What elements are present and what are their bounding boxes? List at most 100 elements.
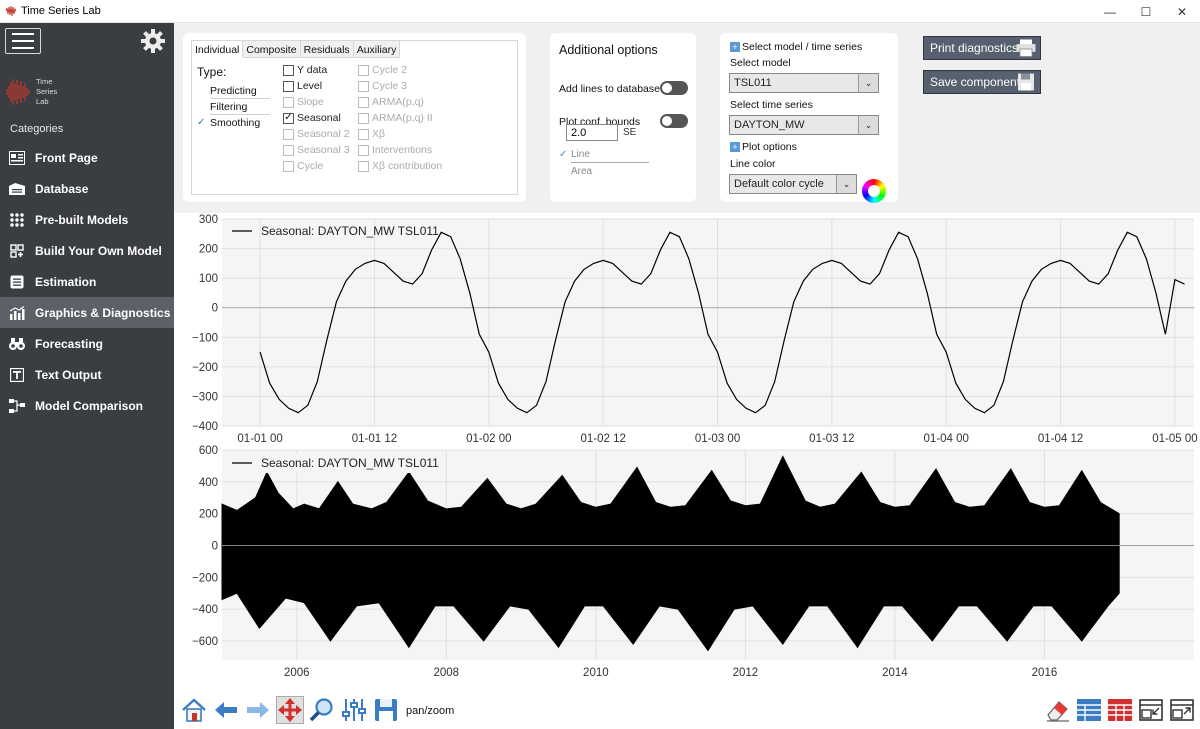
type-option-predicting[interactable]: Predicting: [210, 83, 270, 99]
checkbox-checked-icon: ✓: [283, 112, 294, 124]
y-tick-label: −300: [192, 391, 218, 403]
sidebar-item-database[interactable]: Database: [0, 173, 174, 204]
save-components-button[interactable]: Save components: [923, 70, 1041, 94]
checkbox-cycle-3[interactable]: Cycle 3: [358, 79, 407, 93]
y-tick-label: 0: [212, 540, 218, 552]
tab-auxiliary[interactable]: Auxiliary: [353, 40, 401, 58]
checkbox-seasonal-2[interactable]: Seasonal 2: [283, 127, 350, 141]
toolbar-mode-label: pan/zoom: [406, 705, 455, 717]
style-option-line[interactable]: ✓ Line: [559, 147, 649, 163]
plot-options-header[interactable]: + Plot options: [730, 141, 797, 153]
print-diagnostics-label: Print diagnostics: [930, 41, 1019, 55]
configure-subplots-button[interactable]: [340, 696, 368, 724]
sidebar-item-label: Model Comparison: [35, 398, 144, 413]
checkbox-box: [358, 128, 369, 140]
series-select[interactable]: DAYTON_MW ⌄: [729, 115, 879, 135]
add-lines-toggle[interactable]: [660, 81, 688, 95]
series-select-value: DAYTON_MW: [734, 119, 805, 131]
conf-bounds-input[interactable]: [566, 124, 618, 141]
clear-button[interactable]: [1044, 696, 1072, 724]
table-red-icon: [1108, 699, 1132, 721]
y-tick-label: 600: [199, 445, 218, 457]
minimize-button[interactable]: —: [1104, 4, 1116, 19]
checkbox-y-data[interactable]: Y data: [283, 63, 327, 77]
move-arrows-icon: [278, 698, 302, 722]
database-icon: [9, 181, 25, 197]
build-icon: [9, 243, 25, 259]
front-page-icon: [9, 150, 25, 166]
app-logo-icon: [5, 5, 17, 17]
checkbox-arma-p-q[interactable]: ARMA(p,q): [358, 95, 424, 109]
checkbox-box: [283, 96, 294, 108]
home-button[interactable]: [180, 696, 208, 724]
expand-icon: +: [730, 142, 740, 152]
hamburger-line: [12, 47, 34, 49]
chart-area: 300 200 100 0 −100 −200 −300 −400 01-01 00 01-01 …: [174, 213, 1200, 691]
style-option-area[interactable]: Area: [571, 164, 649, 180]
sidebar-item-front-page[interactable]: Front Page: [0, 142, 174, 173]
back-button[interactable]: [212, 696, 240, 724]
sidebar-item-text-output[interactable]: Text Output: [0, 359, 174, 390]
tab-composite[interactable]: Composite: [243, 40, 301, 58]
checkbox-box: [283, 128, 294, 140]
chevron-down-icon: ⌄: [858, 74, 878, 92]
layout-blue-button[interactable]: [1075, 696, 1103, 724]
conf-bounds-toggle[interactable]: [660, 114, 688, 128]
maximize-button[interactable]: ☐: [1140, 4, 1152, 19]
checkbox-slope[interactable]: Slope: [283, 95, 324, 109]
layout-red-button[interactable]: [1106, 696, 1134, 724]
save-figure-button[interactable]: [372, 696, 400, 724]
checkbox-box: [358, 144, 369, 156]
checkbox-seasonal-3[interactable]: Seasonal 3: [283, 143, 350, 157]
model-select[interactable]: TSL011 ⌄: [729, 73, 879, 93]
legend-label: Seasonal: DAYTON_MW TSL011: [261, 456, 439, 470]
hamburger-menu-button[interactable]: [5, 28, 41, 54]
smoothed-seasonal-yearly-chart[interactable]: 600 400 200 0 −200 −400 −600 2006 2008 2010 2012 20…: [174, 445, 1200, 691]
settings-button[interactable]: [140, 28, 166, 54]
title-bar: Time Series Lab — ☐ ✕: [0, 0, 1200, 23]
legend-label: Seasonal: DAYTON_MW TSL011: [261, 224, 439, 238]
smoothed-seasonal-daily-chart[interactable]: 300 200 100 0 −100 −200 −300 −400 01-01 00 01-01 …: [174, 213, 1200, 445]
checkbox-cycle-2[interactable]: Cycle 2: [358, 63, 407, 77]
checkbox-label: Slope: [297, 96, 324, 108]
line-color-label: Line color: [730, 158, 776, 170]
type-option-filtering[interactable]: Filtering: [210, 99, 270, 115]
checkbox-interventions[interactable]: Interventions: [358, 143, 432, 157]
checkbox-level[interactable]: Level: [283, 79, 322, 93]
checkbox-seasonal[interactable]: ✓ Seasonal: [283, 111, 341, 125]
y-tick-label: −200: [192, 362, 218, 374]
checkmark-icon: ✓: [197, 117, 206, 128]
zoom-button[interactable]: [308, 696, 336, 724]
select-model-header[interactable]: + Select model / time series: [730, 41, 862, 53]
sidebar-item-estimation[interactable]: Estimation: [0, 266, 174, 297]
sidebar-item-graphics-diagnostics[interactable]: Graphics & Diagnostics: [0, 297, 174, 328]
sidebar-item-pre-built-models[interactable]: Pre-built Models: [0, 204, 174, 235]
checkbox-label: Cycle 2: [372, 64, 408, 76]
checkbox-label: Xβ: [372, 128, 386, 140]
sidebar-item-model-comparison[interactable]: Model Comparison: [0, 390, 174, 421]
sidebar-nav: Front Page Database Pre-built Models Bui…: [0, 142, 174, 421]
window-expand-button[interactable]: [1168, 696, 1196, 724]
checkbox-cycle[interactable]: Cycle: [283, 159, 323, 173]
checkbox-x-contribution[interactable]: Xβ contribution: [358, 159, 442, 173]
y-tick-label: 100: [199, 273, 218, 285]
print-diagnostics-button[interactable]: Print diagnostics: [923, 36, 1041, 60]
pan-button[interactable]: [276, 696, 304, 724]
color-wheel-button[interactable]: [862, 179, 886, 203]
sidebar-item-forecasting[interactable]: Forecasting: [0, 328, 174, 359]
tab-individual[interactable]: Individual: [191, 40, 244, 58]
window-collapse-button[interactable]: [1137, 696, 1165, 724]
hamburger-icon: [12, 33, 34, 35]
type-option-smoothing[interactable]: ✓ Smoothing: [197, 115, 270, 131]
forward-button[interactable]: [244, 696, 272, 724]
sidebar-item-build-your-own-model[interactable]: Build Your Own Model: [0, 235, 174, 266]
eraser-icon: [1047, 701, 1069, 722]
checkbox-arma-p-q-ii[interactable]: ARMA(p,q) II: [358, 111, 433, 125]
close-button[interactable]: ✕: [1176, 4, 1188, 19]
tab-residuals[interactable]: Residuals: [300, 40, 354, 58]
line-color-value: Default color cycle: [734, 178, 824, 190]
checkbox-x[interactable]: Xβ: [358, 127, 385, 141]
line-color-select[interactable]: Default color cycle ⌄: [729, 174, 857, 194]
compare-icon: [9, 398, 25, 414]
expand-icon: +: [730, 42, 740, 52]
